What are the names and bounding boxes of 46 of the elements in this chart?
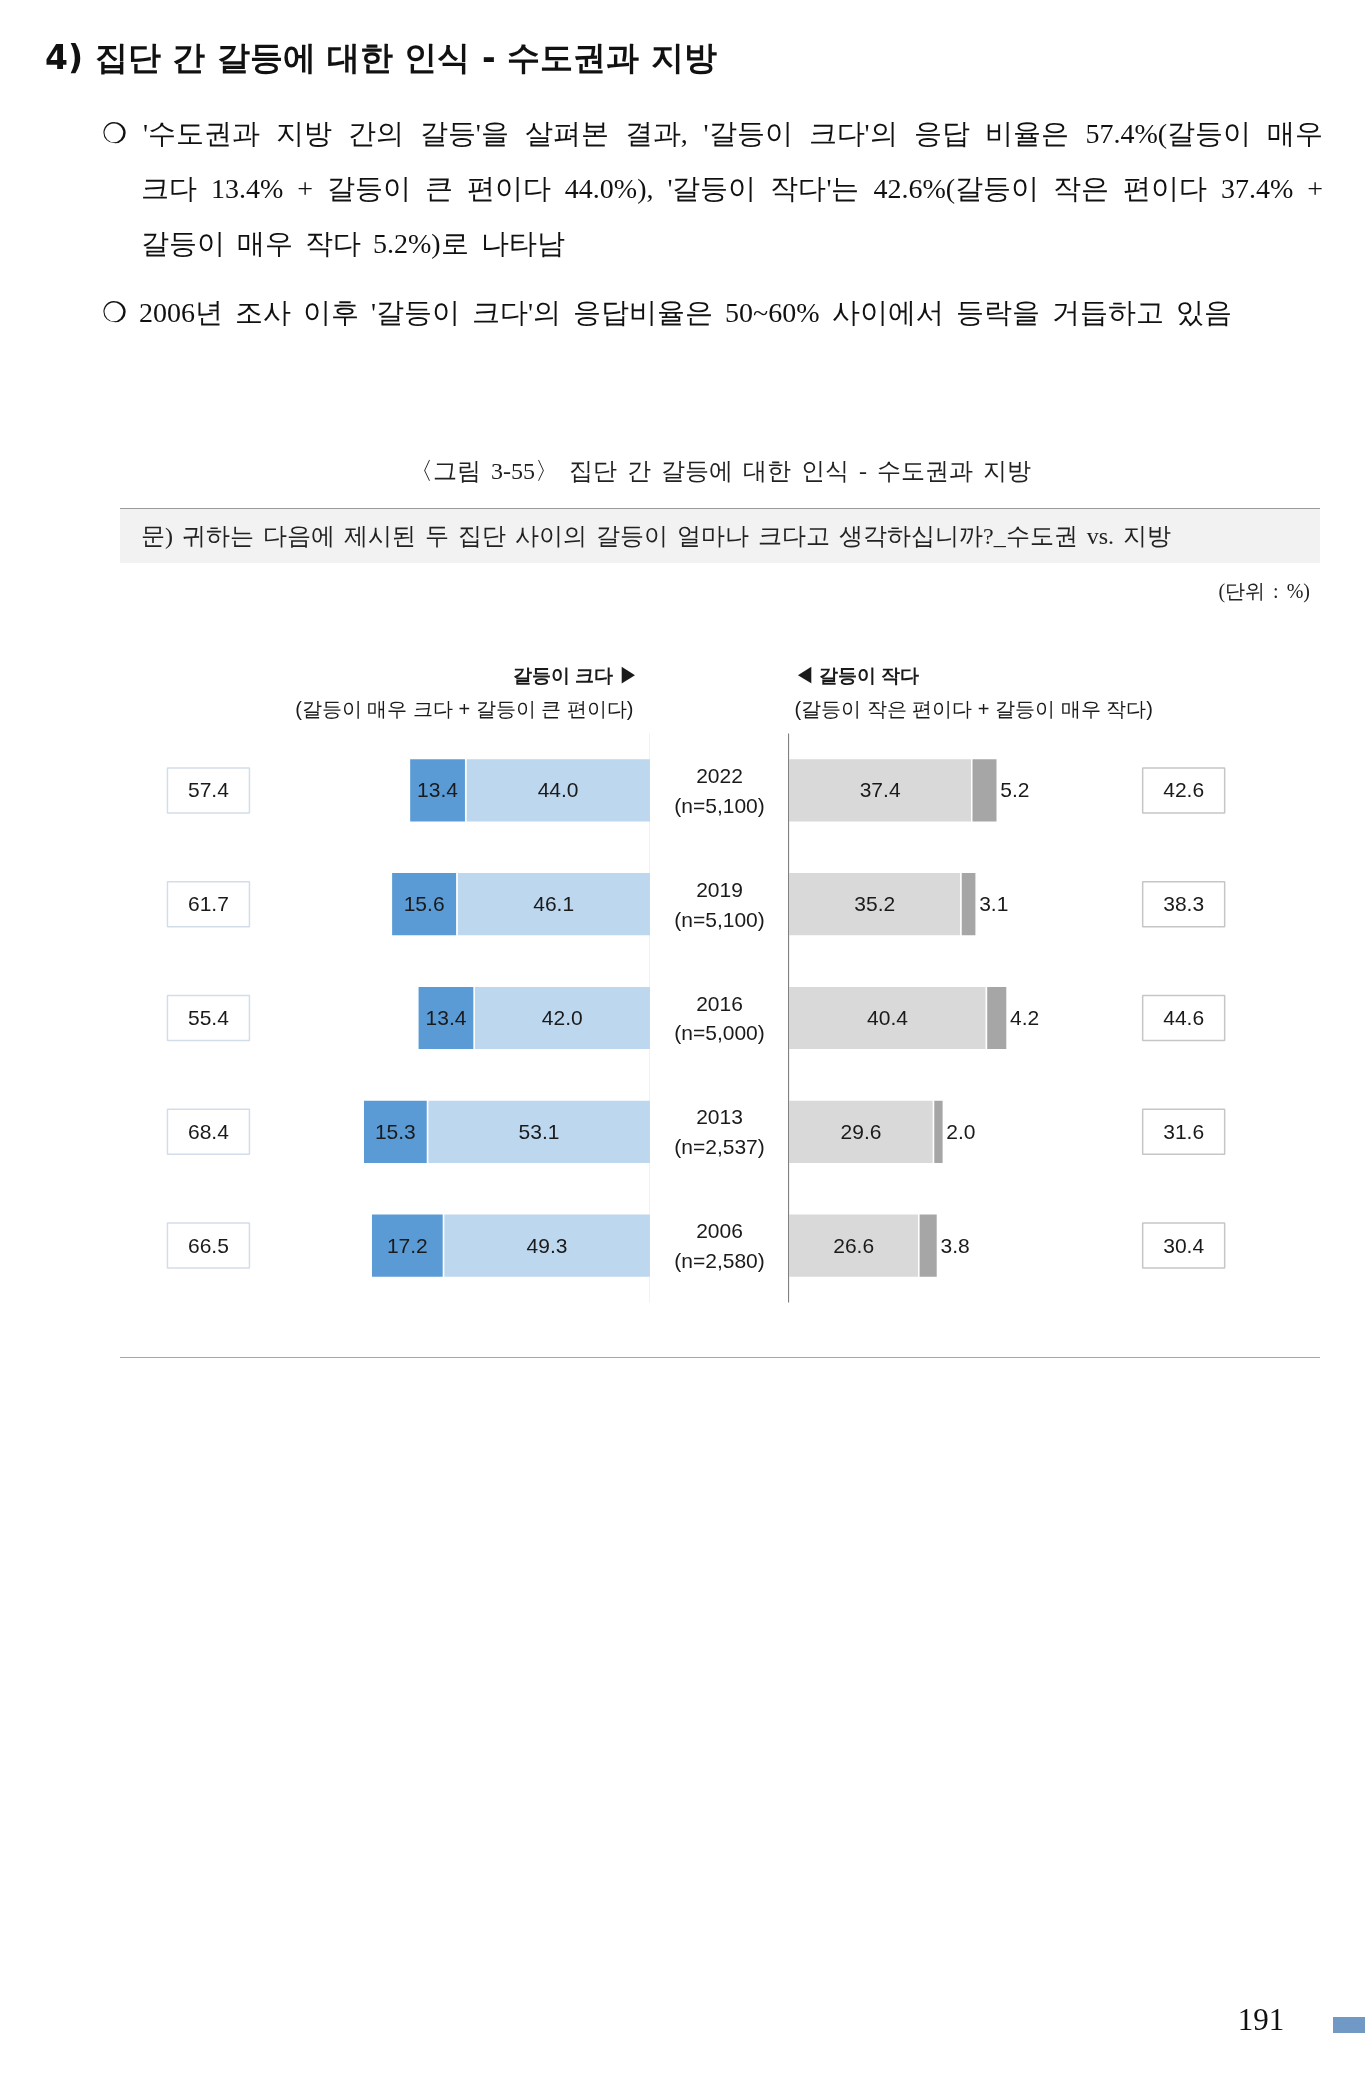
data-label: 42.0 bbox=[541, 1006, 583, 1029]
data-label: 15.6 bbox=[403, 892, 445, 916]
data-label: 44.0 bbox=[537, 778, 579, 802]
data-label: 46.1 bbox=[533, 892, 575, 916]
data-label: 13.4 bbox=[417, 778, 459, 802]
text: 61.7 bbox=[188, 892, 229, 916]
text: 191 bbox=[1236, 2001, 1286, 2039]
data-label: 37.4 bbox=[859, 778, 901, 802]
text: 〈그림 3-55〉 집단 간 갈등에 대한 인식 - 수도권과 지방 bbox=[408, 457, 1032, 486]
text: 68.4 bbox=[188, 1119, 230, 1143]
chart-subtitle: (갈등이 작은 편이다 + 갈등이 매우 작다) bbox=[794, 697, 1153, 720]
y-tick-label: 2022 (n=5,100) bbox=[674, 763, 765, 817]
data-label: 13.4 bbox=[425, 1006, 467, 1029]
data-label: 40.4 bbox=[867, 1006, 909, 1029]
data-label: 35.2 bbox=[854, 892, 896, 916]
y-tick-label: 2006 (n=2,580) bbox=[674, 1219, 765, 1273]
text: 42.6 bbox=[1163, 778, 1205, 802]
text: 55.4 bbox=[188, 1006, 230, 1029]
data-label: 49.3 bbox=[526, 1233, 568, 1257]
text: 66.5 bbox=[188, 1233, 229, 1257]
data-label: 5.2 bbox=[1000, 778, 1030, 802]
text: 문) 귀하는 다음에 제시된 두 집단 사이의 갈등이 얼마나 크다고 생각하십니까?_수도권 vs. 지방 bbox=[120, 508, 1320, 563]
y-tick-label: 2016 (n=5,000) bbox=[674, 991, 765, 1045]
text: 44.6 bbox=[1163, 1006, 1205, 1029]
text: (단위 : %) bbox=[1218, 579, 1310, 605]
text: 4) 집단 간 갈등에 대한 인식 - 수도권과 지방 bbox=[45, 37, 717, 79]
text: 31.6 bbox=[1163, 1119, 1205, 1143]
y-tick-label: 2013 (n=2,537) bbox=[674, 1105, 765, 1159]
data-label: 2.0 bbox=[946, 1119, 976, 1143]
y-tick-label: 2019 (n=5,100) bbox=[674, 877, 765, 931]
chart-title: 갈등이 크다 ▶ bbox=[512, 664, 638, 686]
text: 38.3 bbox=[1163, 892, 1205, 916]
data-label: 4.2 bbox=[1010, 1006, 1040, 1029]
data-label: 17.2 bbox=[386, 1233, 428, 1257]
chart-subtitle: (갈등이 매우 크다 + 갈등이 큰 편이다) bbox=[295, 697, 634, 720]
text: ❍ 2006년 조사 이후 '갈등이 크다'의 응답비율은 50~60% 사이에서 등락을 거듭하고 있음 bbox=[102, 296, 1233, 330]
data-label: 29.6 bbox=[840, 1119, 882, 1143]
data-label: 3.8 bbox=[940, 1233, 970, 1257]
data-label: 15.3 bbox=[374, 1119, 416, 1143]
data-label: 53.1 bbox=[518, 1119, 560, 1143]
data-label: 26.6 bbox=[833, 1233, 875, 1257]
text: 57.4 bbox=[188, 778, 230, 802]
chart-title: ◀ 갈등이 작다 bbox=[794, 664, 920, 686]
text: ❍ '수도권과 지방 간의 갈등'을 살펴본 결과, '갈등이 크다'의 응답 비율은 57.4%(갈등이 매우 크다 13.4% + 갈등이 큰 편이다 44.0%), '갈등이 작다'는 42.6%(갈등이 작은 편이다 37.4% + 갈등이 매우 작다 5.2%)로 나타남 bbox=[102, 117, 1323, 261]
text: 30.4 bbox=[1163, 1233, 1205, 1257]
data-label: 3.1 bbox=[979, 892, 1009, 916]
